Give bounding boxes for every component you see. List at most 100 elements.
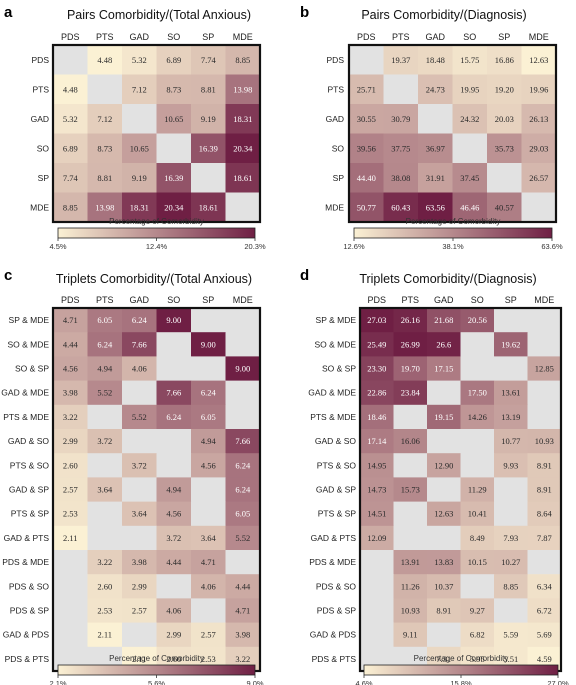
row-label: PTS & SO <box>10 460 50 470</box>
heat-cell <box>360 501 394 527</box>
title-b: Pairs Comorbidity/(Diagnosis) <box>361 8 526 22</box>
heat-cell <box>191 477 226 502</box>
panel-b: b Pairs Comorbidity/(Diagnosis) PDS PTS GA… <box>300 4 563 251</box>
heat-cell <box>460 308 495 333</box>
heat-cell <box>87 598 123 623</box>
cell-value: 17.14 <box>367 436 387 446</box>
cell-value: 9.19 <box>201 114 216 124</box>
cell-value: 5.32 <box>63 114 78 124</box>
heat-cell <box>53 574 88 599</box>
cell-value: 4.56 <box>201 460 216 470</box>
heat-cell <box>87 429 123 454</box>
row-label: GAD & SO <box>8 436 49 446</box>
heat-cell <box>494 550 528 575</box>
heat-cell <box>122 501 157 527</box>
row-label: MDE <box>325 202 344 212</box>
heat-cell <box>349 104 384 134</box>
cell-value: 5.32 <box>132 55 147 65</box>
heat-cell <box>393 525 428 551</box>
colorbar-tick-label: 12.6% <box>343 242 365 251</box>
heat-cell <box>393 574 428 599</box>
cell-value: 5.59 <box>503 630 518 640</box>
heat-cell <box>527 477 562 502</box>
col-label-sp: SP <box>505 295 517 305</box>
panel-d: d Triplets Comorbidity/(Diagnosis) PDS PT… <box>300 267 569 685</box>
row-label: GAD & SO <box>315 436 356 446</box>
heat-cell <box>156 453 192 478</box>
colorbar-label: Percentage of Comorbidity <box>109 217 204 226</box>
heat-cell <box>360 622 394 648</box>
cell-value: 2.99 <box>132 581 147 591</box>
heat-cell <box>53 45 88 75</box>
heat-cell <box>527 453 562 478</box>
row-label: PDS <box>32 55 50 65</box>
cell-value: 3.72 <box>97 436 112 446</box>
heat-cell <box>122 45 157 75</box>
heat-cell <box>349 192 384 223</box>
cell-value: 19.95 <box>460 84 479 94</box>
heat-cell <box>487 163 522 193</box>
row-label: PDS & PTS <box>5 654 50 664</box>
heat-cell <box>494 404 528 430</box>
panel-label-a: a <box>4 4 13 21</box>
row-label: PTS & SP <box>11 509 50 519</box>
row-label: MDE <box>30 202 49 212</box>
heat-cell <box>360 598 394 623</box>
heat-cell <box>383 45 419 75</box>
heat-cell <box>191 163 226 193</box>
cell-value: 9.27 <box>470 606 485 616</box>
col-label-pts: PTS <box>96 295 114 305</box>
heat-cell <box>156 356 192 381</box>
heat-cell <box>494 622 528 648</box>
heat-cell <box>527 380 562 406</box>
heat-cell <box>460 380 495 406</box>
cell-value: 8.81 <box>201 84 216 94</box>
cell-value: 8.49 <box>470 533 485 543</box>
heat-cell <box>487 74 522 105</box>
row-label: GAD & SP <box>316 485 356 495</box>
cell-value: 10.15 <box>468 557 487 567</box>
cell-value: 22.86 <box>367 388 386 398</box>
heat-cell <box>460 501 495 527</box>
cell-value: 18.31 <box>233 114 252 124</box>
heat-cell <box>487 133 522 164</box>
colorbar-tick-label: 12.4% <box>146 242 168 251</box>
heatmap-frame <box>51 43 262 224</box>
cell-value: 6.24 <box>235 485 251 495</box>
heat-cell <box>191 356 226 381</box>
cell-value: 5.52 <box>132 412 147 422</box>
cell-value: 30.55 <box>357 114 376 124</box>
row-label: GAD & MDE <box>308 388 356 398</box>
cell-value: 2.53 <box>201 654 216 664</box>
heat-cell <box>383 163 419 193</box>
heat-cell <box>122 308 157 333</box>
cell-value: 5.52 <box>97 388 112 398</box>
heat-cell <box>452 104 488 134</box>
cell-value: 37.45 <box>460 173 479 183</box>
panel-a: a Pairs Comorbidity/(Total Anxious) PDS P… <box>4 4 266 251</box>
colorbar-tick-label: 5.6% <box>148 679 165 685</box>
heat-cell <box>460 477 495 502</box>
cell-value: 26.16 <box>401 315 420 325</box>
cell-value: 20.56 <box>468 315 487 325</box>
col-label-pds: PDS <box>61 32 80 42</box>
heat-cell <box>87 525 123 551</box>
col-label-pds: PDS <box>357 32 376 42</box>
row-label: GAD & PTS <box>311 533 357 543</box>
heat-cell <box>87 308 123 333</box>
heat-cell <box>122 332 157 357</box>
heat-cell <box>122 598 157 623</box>
cell-value: 2.11 <box>97 630 112 640</box>
heat-cell <box>225 501 261 527</box>
cell-value: 5.51 <box>503 654 518 664</box>
cell-value: 8.64 <box>537 509 553 519</box>
heat-cell <box>494 574 528 599</box>
heat-cell <box>191 622 226 648</box>
row-label: GAD <box>326 114 344 124</box>
cell-value: 13.83 <box>434 557 453 567</box>
heat-cell <box>191 380 226 406</box>
cell-value: 7.66 <box>166 388 181 398</box>
heat-cell <box>418 45 453 75</box>
row-label: PTS <box>327 84 344 94</box>
row-label: PDS & PTS <box>312 654 357 664</box>
